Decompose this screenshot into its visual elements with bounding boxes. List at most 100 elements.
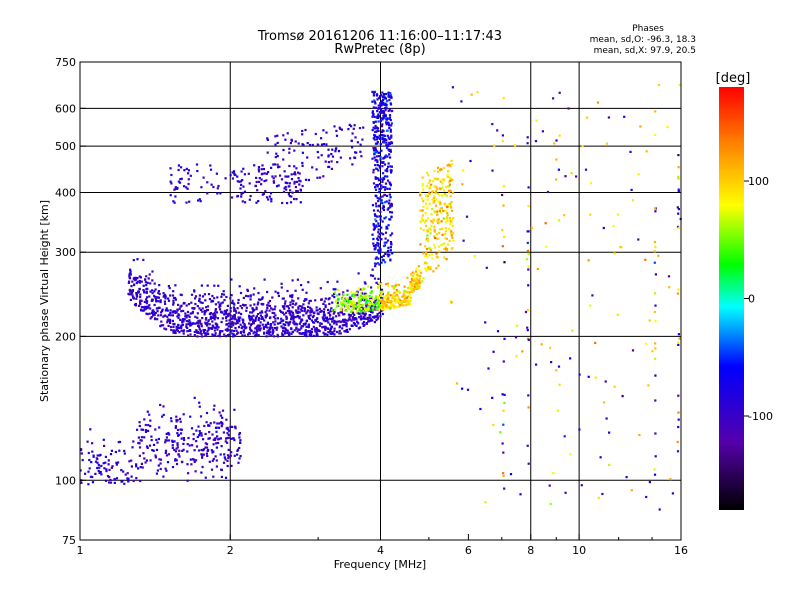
noise-point bbox=[555, 178, 558, 181]
x-mode-point bbox=[415, 271, 418, 274]
upper-echo-point bbox=[253, 164, 256, 167]
o-mode-point bbox=[383, 163, 387, 166]
o-mode-point bbox=[358, 316, 361, 319]
e-layer-point bbox=[155, 448, 159, 451]
o-mode-point bbox=[250, 318, 253, 321]
column-echo-point bbox=[654, 342, 657, 345]
o-mode-point bbox=[172, 303, 175, 306]
x-mode-point bbox=[440, 243, 443, 247]
o-mode-point bbox=[349, 314, 352, 317]
upper-echo-point bbox=[219, 192, 222, 195]
o-mode-point bbox=[361, 312, 364, 315]
x-mode-point bbox=[438, 194, 441, 197]
o-mode-point bbox=[310, 308, 313, 311]
o-mode-point bbox=[279, 321, 282, 324]
e-layer-point bbox=[224, 440, 227, 443]
upper-echo-point bbox=[284, 181, 287, 184]
o-mode-point bbox=[385, 141, 388, 144]
x-mode-point bbox=[416, 273, 419, 276]
e-layer-point bbox=[139, 466, 142, 469]
e-layer-point bbox=[225, 418, 228, 421]
x-mode-point bbox=[383, 304, 386, 308]
x-mode-point bbox=[445, 249, 448, 252]
o-mode-point bbox=[381, 118, 384, 121]
o-mode-point bbox=[251, 311, 254, 314]
o-mode-point bbox=[260, 183, 263, 186]
e-layer-point bbox=[220, 468, 223, 471]
e-layer-point bbox=[186, 479, 189, 482]
e-layer-point bbox=[175, 459, 178, 462]
e-layer-point bbox=[205, 452, 208, 455]
x-mode-point bbox=[412, 275, 415, 278]
o-mode-point bbox=[321, 316, 324, 319]
o-mode-point bbox=[389, 258, 392, 261]
o-mode-point bbox=[160, 311, 163, 314]
x-mode-point bbox=[336, 294, 339, 297]
o-mode-point bbox=[377, 244, 380, 247]
o-mode-point bbox=[326, 327, 330, 330]
x-mode-point bbox=[376, 286, 379, 289]
e-layer-point bbox=[126, 472, 129, 475]
o-mode-point bbox=[386, 134, 389, 137]
upper-echo-point bbox=[187, 182, 190, 186]
e-layer-point bbox=[196, 435, 199, 439]
x-mode-point bbox=[358, 308, 361, 311]
upper-echo-point bbox=[185, 167, 188, 170]
o-mode-point bbox=[274, 156, 277, 159]
o-mode-point bbox=[276, 326, 279, 329]
e-layer-point bbox=[176, 419, 179, 422]
o-mode-point bbox=[207, 319, 210, 323]
upper-echo-point bbox=[187, 169, 190, 172]
o-mode-point bbox=[389, 165, 392, 168]
x-mode-point bbox=[340, 309, 343, 312]
o-mode-point bbox=[221, 330, 224, 333]
o-mode-point bbox=[360, 155, 363, 158]
e-layer-point bbox=[137, 436, 140, 439]
upper-echo-point bbox=[241, 179, 244, 182]
o-mode-point bbox=[373, 90, 376, 93]
e-layer-point bbox=[141, 466, 144, 469]
upper-echo-point bbox=[284, 185, 287, 189]
o-mode-point bbox=[351, 311, 355, 314]
x-mode-point bbox=[350, 308, 353, 312]
e-layer-point bbox=[130, 475, 133, 478]
o-mode-point bbox=[201, 301, 204, 304]
o-mode-point bbox=[379, 108, 383, 111]
column-echo-point bbox=[676, 292, 680, 295]
o-mode-point bbox=[371, 90, 374, 93]
o-mode-point bbox=[345, 329, 348, 332]
o-mode-point bbox=[276, 317, 279, 320]
column-echo-point bbox=[502, 451, 505, 454]
o-mode-point bbox=[379, 315, 382, 318]
o-mode-point bbox=[389, 246, 392, 249]
noise-point bbox=[629, 150, 632, 153]
e-layer-point bbox=[104, 461, 107, 464]
o-mode-point bbox=[390, 169, 393, 172]
upper-echo-point bbox=[270, 197, 273, 201]
x-mode-point bbox=[450, 159, 453, 162]
o-mode-point bbox=[257, 334, 260, 337]
noise-point bbox=[569, 453, 572, 456]
o-mode-point bbox=[388, 153, 391, 156]
o-mode-point bbox=[304, 298, 308, 301]
o-mode-point bbox=[282, 158, 285, 161]
e-layer-point bbox=[164, 467, 167, 470]
o-mode-point bbox=[316, 143, 319, 146]
o-mode-point bbox=[326, 280, 329, 284]
o-mode-point bbox=[372, 224, 375, 227]
e-layer-point bbox=[158, 426, 161, 429]
upper-echo-point bbox=[177, 168, 180, 172]
o-mode-point bbox=[244, 304, 247, 307]
o-mode-point bbox=[248, 314, 251, 317]
o-mode-point bbox=[378, 95, 382, 98]
e-layer-point bbox=[179, 420, 182, 423]
e-layer-point bbox=[165, 469, 168, 472]
e-layer-point bbox=[186, 443, 189, 446]
o-mode-point bbox=[254, 319, 257, 322]
o-mode-point bbox=[351, 132, 354, 135]
o-mode-point bbox=[332, 288, 335, 291]
upper-echo-point bbox=[238, 180, 241, 183]
o-mode-point bbox=[353, 156, 356, 159]
e-layer-point bbox=[127, 477, 130, 480]
o-mode-point bbox=[148, 304, 151, 307]
